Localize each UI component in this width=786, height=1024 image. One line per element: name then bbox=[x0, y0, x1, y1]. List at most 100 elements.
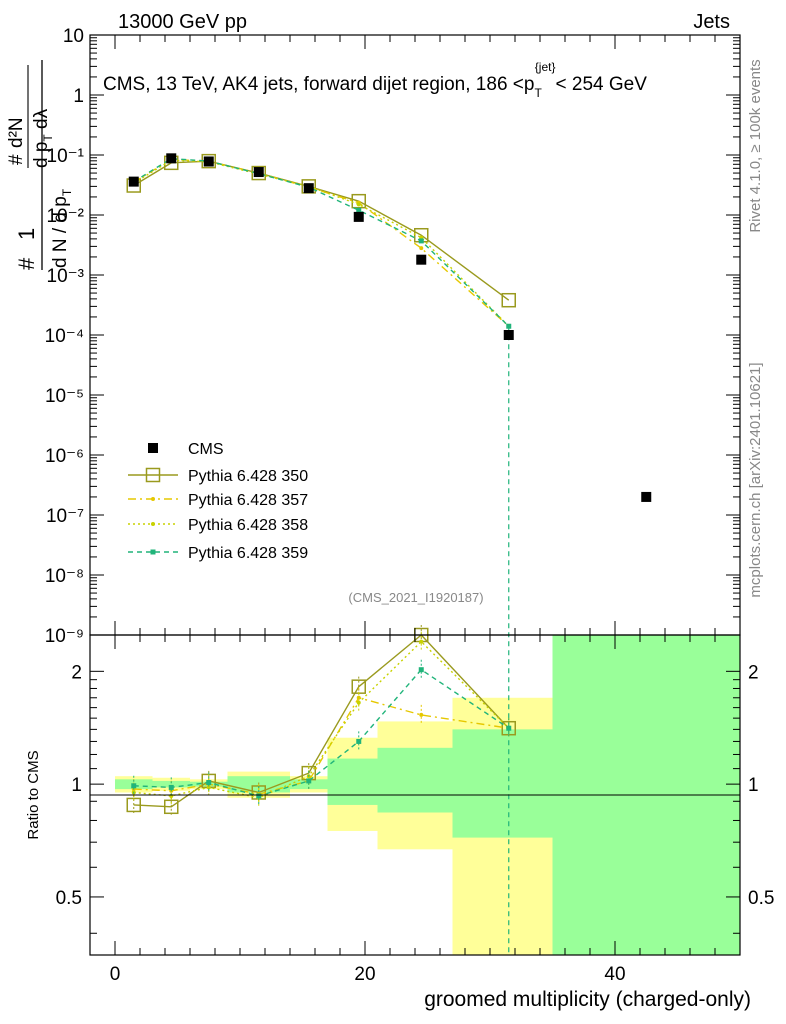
svg-text:#: # bbox=[6, 154, 27, 165]
ratio-y-tick-label: 2 bbox=[71, 662, 82, 683]
series-1 bbox=[126, 153, 516, 308]
ratio-point-4-6 bbox=[418, 667, 424, 673]
series-0 bbox=[128, 153, 652, 502]
mcplots-note: mcplots.cern.ch [arXiv:2401.10621] bbox=[747, 362, 764, 597]
ratio-point-1-0 bbox=[126, 797, 141, 813]
x-tick-label: 40 bbox=[604, 964, 625, 985]
point-0-5 bbox=[353, 211, 364, 222]
ratio-y-axis-label: Ratio to CMS bbox=[25, 750, 42, 839]
main-y-tick-label: 10⁻³ bbox=[47, 266, 85, 287]
legend-entry-3: Pythia 6.428 358 bbox=[128, 517, 308, 534]
ratio-line-2 bbox=[133, 696, 509, 795]
main-y-tick-label: 10 bbox=[63, 26, 84, 47]
legend-entry-0: CMS bbox=[148, 441, 224, 458]
ratio-point-4-3 bbox=[256, 793, 262, 799]
ratio-point-4-2 bbox=[206, 780, 212, 786]
ratio-series-group bbox=[126, 625, 516, 817]
band-green-7 bbox=[452, 729, 553, 838]
svg-text:CMS, 13 TeV, AK4 jets, forward: CMS, 13 TeV, AK4 jets, forward dijet reg… bbox=[103, 60, 647, 100]
main-y-tick-label: 10⁻⁷ bbox=[46, 506, 84, 527]
legend-marker bbox=[145, 467, 161, 483]
ratio-point-4-5 bbox=[356, 738, 362, 744]
ratio-line-4 bbox=[133, 668, 510, 797]
main-title: CMS, 13 TeV, AK4 jets, forward dijet reg… bbox=[103, 60, 647, 100]
ratio-y-tick-label: 0.5 bbox=[56, 888, 82, 909]
band-green-5 bbox=[327, 758, 378, 805]
ratio-uncertainty-bands bbox=[115, 635, 740, 955]
legend-entry-1: Pythia 6.428 350 bbox=[128, 467, 308, 485]
legend-entry-4: Pythia 6.428 359 bbox=[128, 545, 308, 562]
point-0-3 bbox=[253, 167, 264, 178]
x-tick-label: 20 bbox=[354, 964, 375, 985]
x-tick-label: 0 bbox=[110, 964, 121, 985]
series-line-4 bbox=[133, 157, 510, 327]
legend-marker bbox=[151, 497, 155, 501]
point-1-5 bbox=[351, 193, 366, 209]
legend: CMS Pythia 6.428 350 Pythia 6.428 357 Pythi… bbox=[128, 441, 308, 562]
ratio-axes: 0.5 0.51 12 20 20 40 bbox=[56, 635, 774, 985]
band-green-6 bbox=[377, 747, 453, 813]
ratio-y-tick-label-right: 2 bbox=[748, 662, 759, 683]
rivet-note: Rivet 4.1.0, ≥ 100k events bbox=[747, 59, 764, 232]
series-2 bbox=[131, 157, 511, 329]
main-y-tick-label: 10⁻⁴ bbox=[45, 326, 84, 347]
legend-label: Pythia 6.428 359 bbox=[188, 545, 308, 562]
point-3-5 bbox=[356, 202, 361, 207]
legend-label: Pythia 6.428 357 bbox=[188, 492, 308, 509]
main-y-tick-label: 1 bbox=[73, 86, 84, 107]
svg-text:d pT dλ: d pT dλ bbox=[31, 108, 55, 168]
main-y-axis: 10⁻⁹ 10⁻⁸ 10⁻⁷ 10⁻⁶ 10⁻⁵ 10⁻⁴ 10⁻³ 10⁻² 10⁻¹ 1 10 bbox=[45, 26, 741, 647]
main-y-tick-label: 10⁻⁹ bbox=[45, 626, 84, 647]
series-line-2 bbox=[133, 158, 510, 327]
header-left: 13000 GeV pp bbox=[118, 11, 247, 33]
point-4-5 bbox=[356, 207, 362, 213]
main-y-tick-label: 10⁻⁸ bbox=[45, 566, 84, 587]
main-y-tick-label: 10⁻⁵ bbox=[45, 386, 84, 407]
ratio-y-tick-label-right: 1 bbox=[748, 775, 759, 796]
ratio-point-1-1 bbox=[164, 799, 179, 815]
ratio-point-3-6 bbox=[419, 639, 424, 644]
band-green-1 bbox=[152, 780, 190, 788]
header-right: Jets bbox=[693, 11, 730, 33]
ratio-y-tick-label-right: 0.5 bbox=[748, 888, 774, 909]
main-y-tick-label: 10⁻² bbox=[47, 206, 85, 227]
x-axis-label: groomed multiplicity (charged-only) bbox=[424, 988, 751, 1011]
point-0-7 bbox=[503, 330, 514, 340]
legend-entry-2: Pythia 6.428 357 bbox=[128, 492, 308, 509]
point-1-7 bbox=[501, 292, 516, 308]
watermark: (CMS_2021_I1920187) bbox=[348, 590, 483, 605]
series-line-3 bbox=[133, 159, 510, 327]
legend-label: Pythia 6.428 350 bbox=[188, 468, 308, 485]
main-series-group bbox=[126, 153, 652, 955]
svg-text:d N / d pT: d N / d pT bbox=[50, 188, 74, 268]
point-4-6 bbox=[418, 238, 424, 244]
svg-text:#: # bbox=[14, 257, 39, 270]
main-y-tick-label: 10⁻¹ bbox=[47, 146, 85, 167]
ratio-y-tick-label: 1 bbox=[71, 775, 82, 796]
point-0-4 bbox=[303, 183, 314, 194]
svg-text:1: 1 bbox=[14, 228, 39, 240]
ratio-point-4-0 bbox=[131, 783, 137, 789]
legend-marker bbox=[150, 549, 156, 555]
ratio-point-3-2 bbox=[206, 785, 211, 790]
main-y-tick-label: 10⁻⁶ bbox=[45, 446, 84, 467]
legend-marker bbox=[148, 443, 158, 453]
point-0-2 bbox=[203, 156, 214, 167]
point-2-6 bbox=[419, 246, 424, 251]
series-line-1 bbox=[133, 160, 510, 301]
ratio-point-3-5 bbox=[356, 700, 361, 705]
point-0-6 bbox=[416, 254, 427, 265]
point-0-0 bbox=[128, 176, 139, 187]
point-0-8 bbox=[641, 491, 652, 502]
ratio-point-2-6 bbox=[419, 712, 424, 717]
legend-label: CMS bbox=[188, 441, 224, 458]
main-y-axis-label: # 1 d N / d pT # d²N d pT dλ bbox=[6, 60, 74, 270]
ratio-point-4-7 bbox=[506, 725, 512, 731]
series-3 bbox=[131, 158, 511, 329]
svg-text:d²N: d²N bbox=[6, 117, 27, 148]
legend-label: Pythia 6.428 358 bbox=[188, 517, 308, 534]
ratio-point-4-1 bbox=[168, 784, 174, 790]
point-0-1 bbox=[166, 153, 177, 164]
point-4-7 bbox=[506, 323, 512, 329]
